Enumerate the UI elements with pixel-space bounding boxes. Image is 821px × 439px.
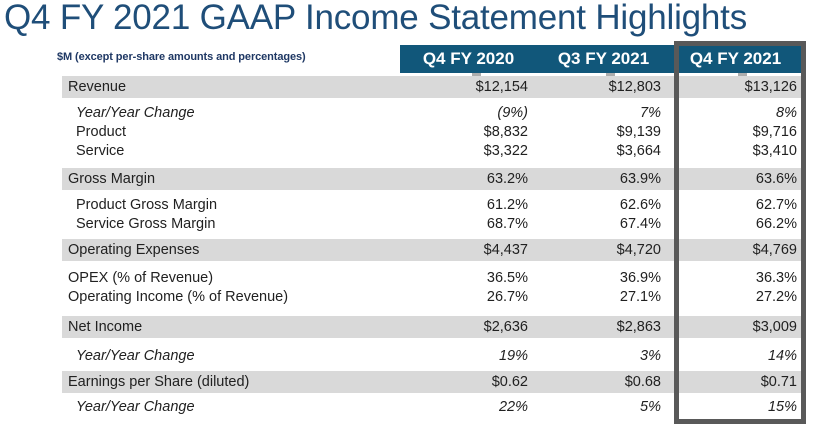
row-value: $4,769: [752, 242, 797, 258]
row-value: 8%: [776, 105, 797, 121]
table-row: Gross Margin 63.2% 63.9% 63.6%: [62, 168, 801, 190]
row-label: Service: [76, 143, 125, 159]
row-label: Year/Year Change: [76, 399, 195, 415]
row-value: $0.71: [760, 374, 797, 390]
row-value: $4,720: [616, 242, 661, 258]
page-title: Q4 FY 2021 GAAP Income Statement Highlig…: [4, 0, 748, 37]
row-value: 22%: [498, 399, 528, 415]
row-label: Year/Year Change: [76, 105, 195, 121]
column-divider-tick: [606, 73, 615, 77]
table-row: Operating Income (% of Revenue) 26.7% 27.1…: [62, 288, 801, 307]
row-value: $3,410: [752, 143, 797, 159]
row-label: Revenue: [68, 79, 127, 95]
row-value: (9%): [497, 105, 528, 121]
row-value: $2,863: [616, 319, 661, 335]
row-value: $4,437: [483, 242, 528, 258]
row-label: Product Gross Margin: [76, 197, 218, 213]
row-value: $12,803: [608, 79, 661, 95]
income-table: Revenue $12,154 $12,803 $13,126 Year/Year Ch…: [62, 76, 801, 417]
row-value: 3%: [640, 348, 661, 364]
row-value: 26.7%: [486, 289, 528, 305]
column-divider-tick: [472, 73, 481, 77]
row-label: Operating Income (% of Revenue): [68, 289, 289, 305]
table-row: Product $8,832 $9,139 $9,716: [62, 123, 801, 142]
row-value: 63.9%: [619, 171, 661, 187]
table-row: OPEX (% of Revenue) 36.5% 36.9% 36.3%: [62, 269, 801, 288]
row-label: OPEX (% of Revenue): [68, 270, 214, 286]
row-value: $3,322: [483, 143, 528, 159]
row-value: 63.6%: [755, 171, 797, 187]
row-value: 62.6%: [619, 197, 661, 213]
row-value: 62.7%: [755, 197, 797, 213]
table-row: Earnings per Share (diluted) $0.62 $0.68 $0…: [62, 371, 801, 393]
row-value: 36.5%: [486, 270, 528, 286]
row-value: $3,664: [616, 143, 661, 159]
row-value: 63.2%: [486, 171, 528, 187]
row-value: $9,716: [752, 124, 797, 140]
row-label: Gross Margin: [68, 171, 156, 187]
row-label: Operating Expenses: [68, 242, 200, 258]
table-row: Service $3,322 $3,664 $3,410: [62, 142, 801, 161]
row-value: 14%: [767, 348, 797, 364]
row-value: $12,154: [475, 79, 528, 95]
row-value: 7%: [640, 105, 661, 121]
table-row: Year/Year Change 22% 5% 15%: [62, 398, 801, 417]
table-row: Operating Expenses $4,437 $4,720 $4,769: [62, 239, 801, 261]
row-label: Service Gross Margin: [76, 216, 216, 232]
row-value: $9,139: [616, 124, 661, 140]
row-value: 67.4%: [619, 216, 661, 232]
column-header-q3-fy2021: Q3 FY 2021: [557, 49, 650, 68]
units-note: $M (except per-share amounts and percent…: [57, 51, 306, 63]
row-value: 27.2%: [755, 289, 797, 305]
row-value: 61.2%: [486, 197, 528, 213]
row-label: Net Income: [68, 319, 143, 335]
table-row: Net Income $2,636 $2,863 $3,009: [62, 316, 801, 338]
row-value: 19%: [498, 348, 528, 364]
row-value: $3,009: [752, 319, 797, 335]
column-divider-tick: [738, 73, 747, 77]
row-label: Earnings per Share (diluted): [68, 374, 250, 390]
row-value: $2,636: [483, 319, 528, 335]
row-value: 5%: [640, 399, 661, 415]
row-value: 36.3%: [755, 270, 797, 286]
column-header-q4-fy2021: Q4 FY 2021: [689, 49, 782, 68]
row-value: 66.2%: [755, 216, 797, 232]
row-value: 27.1%: [619, 289, 661, 305]
column-header-q4-fy2020: Q4 FY 2020: [422, 49, 515, 68]
row-value: $8,832: [483, 124, 528, 140]
row-value: $0.68: [624, 374, 661, 390]
table-row: Year/Year Change 19% 3% 14%: [62, 347, 801, 366]
row-value: 15%: [767, 399, 797, 415]
row-value: $13,126: [744, 79, 797, 95]
row-value: $0.62: [491, 374, 528, 390]
table-row: Service Gross Margin 68.7% 67.4% 66.2%: [62, 215, 801, 234]
table-row: Year/Year Change (9%) 7% 8%: [62, 104, 801, 123]
table-row: Revenue $12,154 $12,803 $13,126: [62, 76, 801, 98]
row-value: 36.9%: [619, 270, 661, 286]
row-label: Year/Year Change: [76, 348, 195, 364]
table-column-headers: Q4 FY 2020 Q3 FY 2021 Q4 FY 2021: [400, 45, 801, 73]
row-value: 68.7%: [486, 216, 528, 232]
table-row: Product Gross Margin 61.2% 62.6% 62.7%: [62, 196, 801, 215]
row-label: Product: [76, 124, 126, 140]
